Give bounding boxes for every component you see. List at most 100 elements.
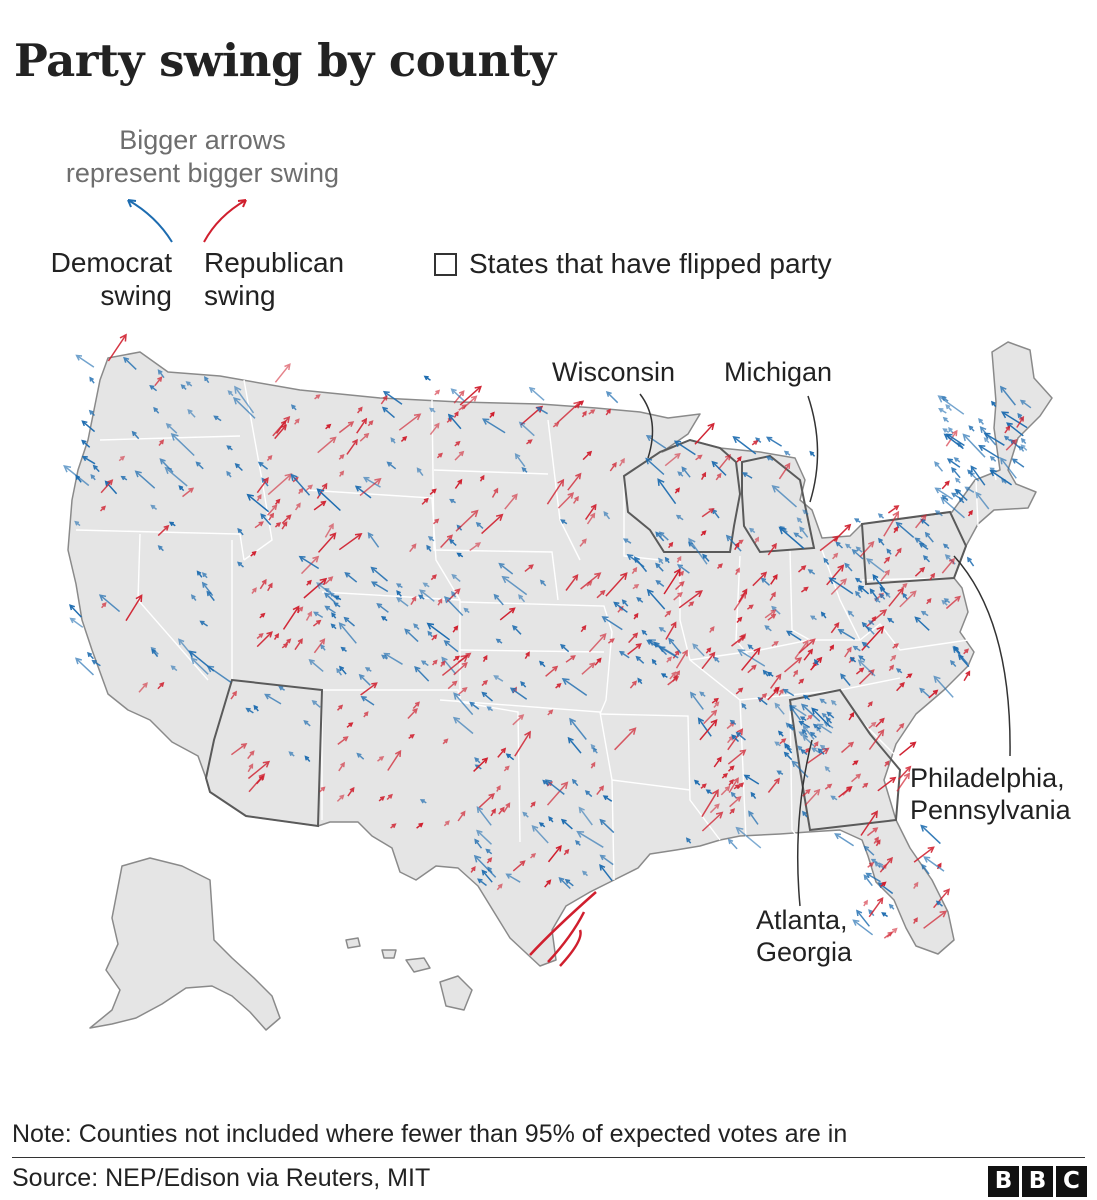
democrat-swing-arrow bbox=[474, 838, 483, 849]
democrat-swing-arrow bbox=[324, 592, 336, 604]
republican-swing-arrow bbox=[862, 782, 869, 789]
democrat-swing-arrow bbox=[560, 643, 570, 653]
republican-swing-arrow bbox=[546, 478, 565, 505]
republican-swing-arrow bbox=[667, 676, 680, 686]
republican-swing-arrow bbox=[565, 574, 579, 591]
democrat-swing-arrow bbox=[376, 603, 389, 613]
democrat-swing-arrow bbox=[952, 646, 969, 665]
republican-swing-arrow bbox=[346, 438, 358, 455]
republican-swing-arrow bbox=[936, 862, 942, 870]
democrat-swing-arrow bbox=[823, 721, 834, 729]
democrat-swing-arrow bbox=[1018, 445, 1025, 452]
democrat-swing-arrow bbox=[447, 413, 462, 430]
republican-swing-arrow bbox=[306, 579, 312, 586]
democrat-swing-arrow bbox=[1000, 411, 1028, 429]
democrat-swing-arrow bbox=[333, 602, 341, 608]
democrat-swing-arrow bbox=[660, 673, 668, 679]
arrow-size-note: Bigger arrows represent bigger swing bbox=[20, 124, 385, 190]
democrat-swing-arrow bbox=[651, 658, 657, 666]
democrat-swing-arrow bbox=[381, 654, 388, 660]
republican-swing-arrow bbox=[555, 683, 562, 689]
republican-swing-arrow bbox=[267, 582, 273, 592]
democrat-swing-arrow bbox=[687, 541, 696, 550]
democrat-swing-arrow bbox=[730, 791, 737, 799]
democrat-swing-arrow bbox=[320, 644, 326, 651]
republican-swing-arrow bbox=[941, 557, 956, 574]
democrat-swing-arrow bbox=[802, 509, 809, 516]
democrat-swing-arrow bbox=[830, 699, 837, 706]
republican-swing-arrow bbox=[701, 788, 719, 818]
republican-swing-arrow bbox=[867, 701, 873, 708]
republican-swing-arrow bbox=[594, 657, 602, 666]
democrat-swing-arrow bbox=[863, 874, 873, 887]
republican-swing-arrow bbox=[758, 693, 768, 702]
democrat-swing-arrow bbox=[538, 822, 546, 828]
flipped-states-legend: States that have flipped party bbox=[434, 248, 832, 280]
democrat-swing-arrow bbox=[601, 616, 623, 631]
democrat-swing-arrow bbox=[123, 356, 137, 370]
democrat-swing-arrow bbox=[989, 467, 997, 473]
democrat-swing-arrow bbox=[692, 643, 705, 657]
democrat-swing-label: Democrat swing bbox=[10, 246, 172, 312]
democrat-swing-arrow bbox=[456, 552, 464, 558]
democrat-swing-arrow bbox=[441, 656, 457, 675]
republican-swing-arrow bbox=[412, 701, 420, 710]
democrat-swing-arrow bbox=[481, 418, 506, 434]
democrat-swing-arrow bbox=[1019, 399, 1032, 409]
republican-swing-arrow bbox=[880, 569, 890, 582]
democrat-swing-arrow bbox=[844, 543, 852, 549]
republican-swing-arrow bbox=[230, 690, 237, 700]
democrat-swing-arrow bbox=[817, 748, 825, 755]
republican-swing-arrow bbox=[844, 646, 852, 658]
republican-swing-arrow bbox=[914, 566, 926, 577]
republican-swing-arrow bbox=[285, 638, 292, 645]
democrat-swing-arrow bbox=[920, 824, 941, 845]
republican-swing-arrow bbox=[769, 673, 782, 689]
democrat-swing-arrow bbox=[999, 457, 1017, 479]
republican-swing-arrow bbox=[913, 881, 919, 890]
democrat-swing-arrow bbox=[253, 704, 259, 712]
democrat-swing-arrow bbox=[88, 409, 96, 417]
republican-swing-arrow bbox=[157, 524, 170, 537]
democrat-swing-label-line: swing bbox=[100, 280, 172, 311]
democrat-swing-arrow bbox=[522, 811, 529, 818]
republican-swing-arrow bbox=[945, 595, 961, 610]
democrat-swing-arrow bbox=[689, 691, 704, 710]
state-borders bbox=[75, 379, 997, 881]
democrat-swing-arrow bbox=[469, 701, 480, 710]
republican-swing-arrow bbox=[718, 453, 732, 470]
republican-swing-arrow bbox=[125, 594, 143, 622]
democrat-swing-arrow bbox=[799, 526, 809, 538]
michigan-annotation-line: Michigan bbox=[724, 357, 833, 387]
republican-swing-arrow bbox=[802, 788, 811, 797]
republican-swing-arrow bbox=[390, 823, 397, 829]
democrat-swing-arrow bbox=[852, 919, 874, 936]
republican-swing-arrow bbox=[915, 513, 927, 529]
republican-swing-arrow bbox=[478, 793, 495, 808]
democrat-swing-arrow bbox=[685, 837, 692, 844]
democrat-swing-arrow bbox=[816, 726, 822, 733]
republican-swing-arrow bbox=[357, 406, 363, 414]
republican-swing-arrow bbox=[784, 657, 803, 673]
republican-swing-arrow bbox=[773, 686, 780, 693]
republican-swing-arrow bbox=[873, 836, 879, 844]
republican-swing-arrow bbox=[259, 612, 266, 619]
republican-swing-arrow bbox=[452, 625, 459, 633]
democrat-swing-arrow bbox=[429, 407, 436, 413]
democrat-swing-arrow bbox=[866, 558, 885, 573]
democrat-swing-arrow bbox=[948, 426, 954, 434]
democrat-swing-arrow bbox=[443, 640, 459, 653]
republican-swing-arrow bbox=[933, 888, 951, 909]
republican-swing-arrow bbox=[325, 423, 332, 430]
republican-swing-arrow bbox=[247, 750, 255, 760]
republican-swing-arrow bbox=[429, 422, 440, 436]
republican-swing-arrow bbox=[512, 860, 526, 872]
republican-swing-arrow bbox=[552, 422, 560, 428]
democrat-swing-label-line: Democrat bbox=[50, 247, 172, 278]
democrat-swing-arrow bbox=[531, 824, 549, 844]
democrat-swing-arrow bbox=[895, 521, 915, 538]
democrat-swing-arrow bbox=[765, 436, 782, 447]
wisconsin-annotation: Wisconsin bbox=[552, 356, 675, 388]
republican-swing-arrow bbox=[469, 542, 482, 552]
republican-swing-arrow bbox=[274, 522, 282, 528]
